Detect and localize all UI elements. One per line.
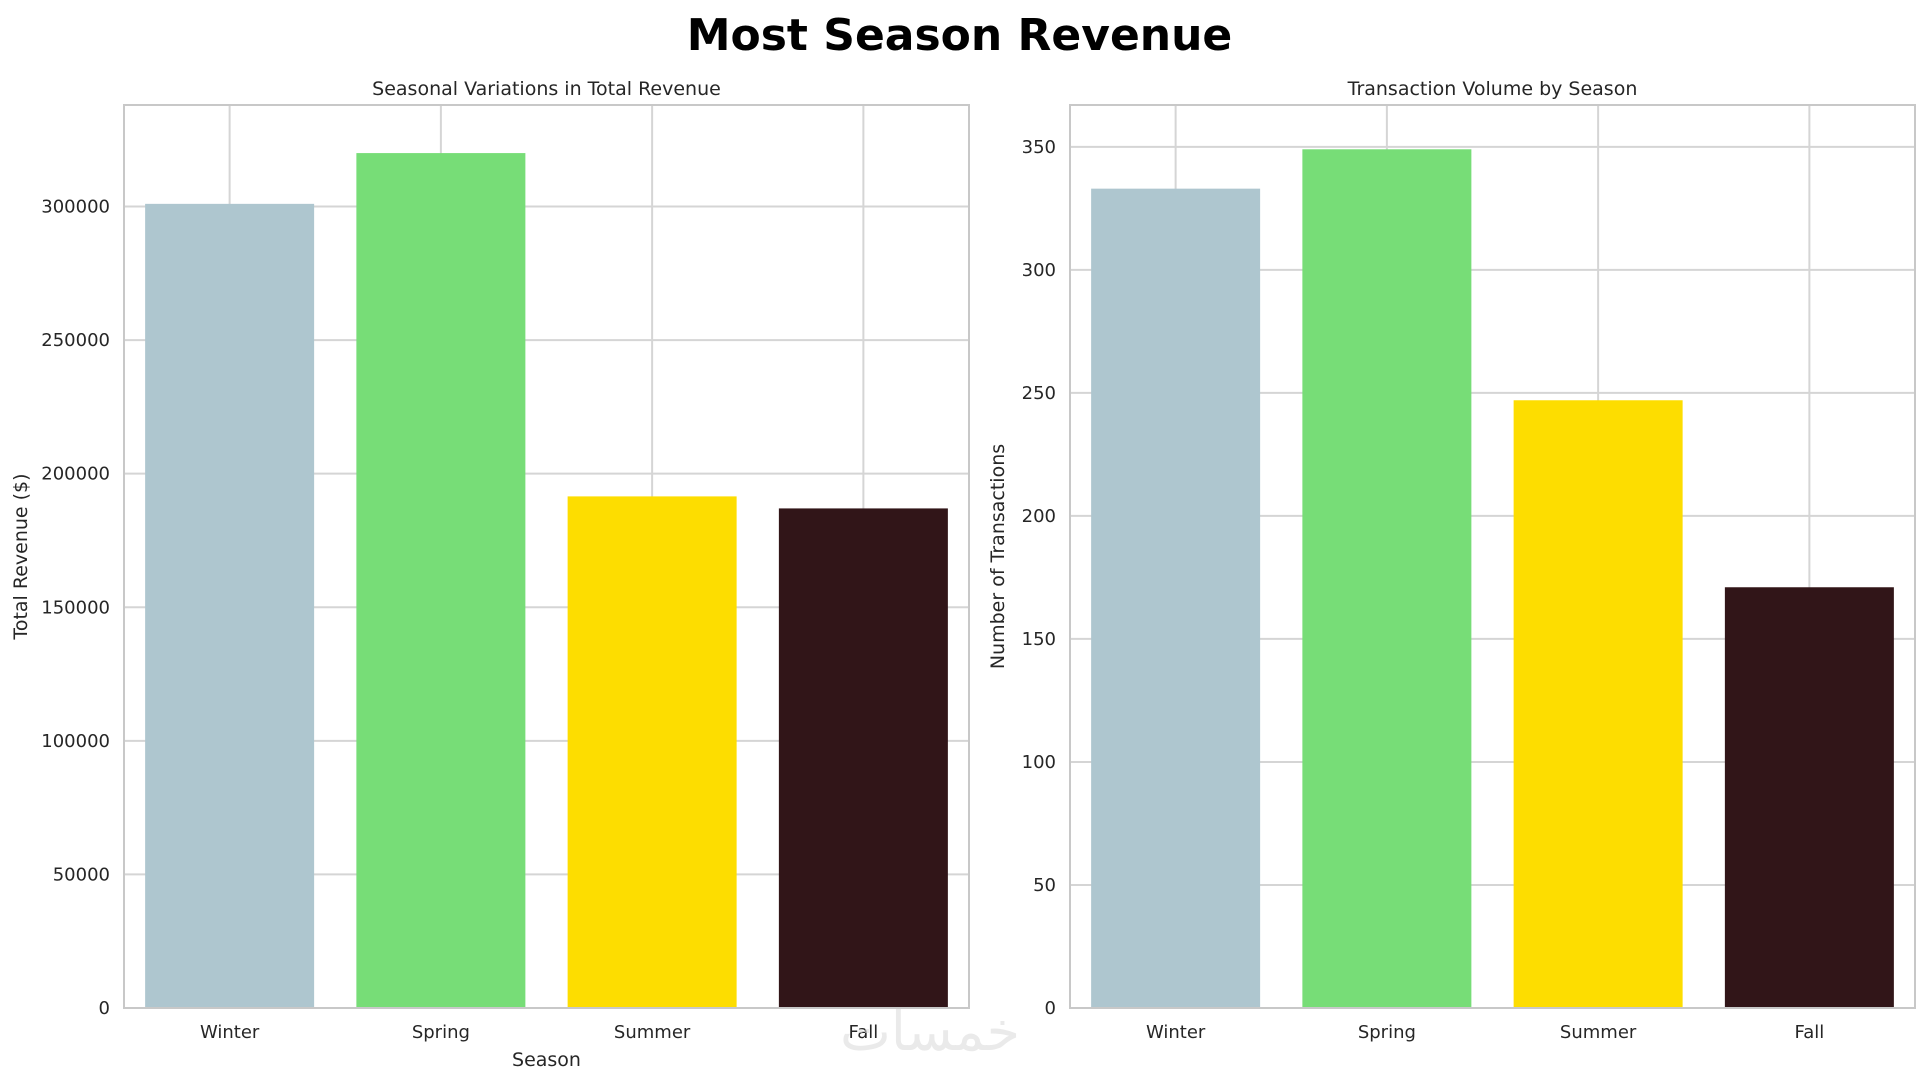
y-tick-label: 50: [1033, 875, 1056, 896]
watermark-logo: خمسات: [840, 1000, 1021, 1063]
y-tick-label: 200000: [41, 464, 110, 485]
x-tick-label: Summer: [614, 1022, 691, 1043]
y-tick-label: 150: [1022, 629, 1056, 650]
y-tick-label: 0: [1045, 998, 1056, 1019]
y-tick-label: 50000: [53, 864, 110, 885]
y-tick-label: 300000: [41, 197, 110, 218]
x-tick-label: Fall: [1795, 1022, 1825, 1043]
plot-frame: [1069, 104, 1916, 1009]
plot-title: Transaction Volume by Season: [1347, 78, 1638, 100]
x-axis-label: Season: [512, 1049, 581, 1071]
bar-fall: [1724, 587, 1894, 1008]
y-tick-label: 150000: [41, 597, 110, 618]
bar-fall: [778, 508, 948, 1008]
x-tick-label: Winter: [200, 1022, 260, 1043]
transactions-chart: Transaction Volume by Season 0 50 100 150 200…: [987, 78, 1916, 1043]
revenue-chart: Seasonal Variations in Total Revenue 0 500…: [10, 78, 970, 1071]
plot-frame: [123, 104, 970, 1009]
y-tick-label: 200: [1022, 506, 1056, 527]
bar-spring: [1302, 149, 1472, 1009]
y-axis-label: Total Revenue ($): [10, 473, 32, 640]
x-tick-label: Summer: [1560, 1022, 1637, 1043]
bar-summer: [1513, 400, 1683, 1008]
y-tick-label: 350: [1022, 137, 1056, 158]
y-tick-label: 250: [1022, 383, 1056, 404]
y-tick-label: 250000: [41, 330, 110, 351]
plot-title: Seasonal Variations in Total Revenue: [372, 78, 721, 100]
y-tick-label: 100: [1022, 752, 1056, 773]
x-tick-label: Fall: [849, 1022, 879, 1043]
y-tick-label: 0: [99, 998, 110, 1019]
y-axis-label: Number of Transactions: [987, 444, 1009, 669]
x-tick-label: Spring: [412, 1022, 470, 1043]
bar-spring: [356, 153, 526, 1009]
y-tick-label: 100000: [41, 731, 110, 752]
x-tick-label: Winter: [1146, 1022, 1206, 1043]
y-tick-label: 300: [1022, 260, 1056, 281]
x-tick-label: Spring: [1358, 1022, 1416, 1043]
bar-summer: [567, 496, 737, 1008]
bar-winter: [1091, 188, 1261, 1008]
bar-winter: [145, 203, 315, 1008]
page-title: Most Season Revenue: [686, 10, 1233, 61]
